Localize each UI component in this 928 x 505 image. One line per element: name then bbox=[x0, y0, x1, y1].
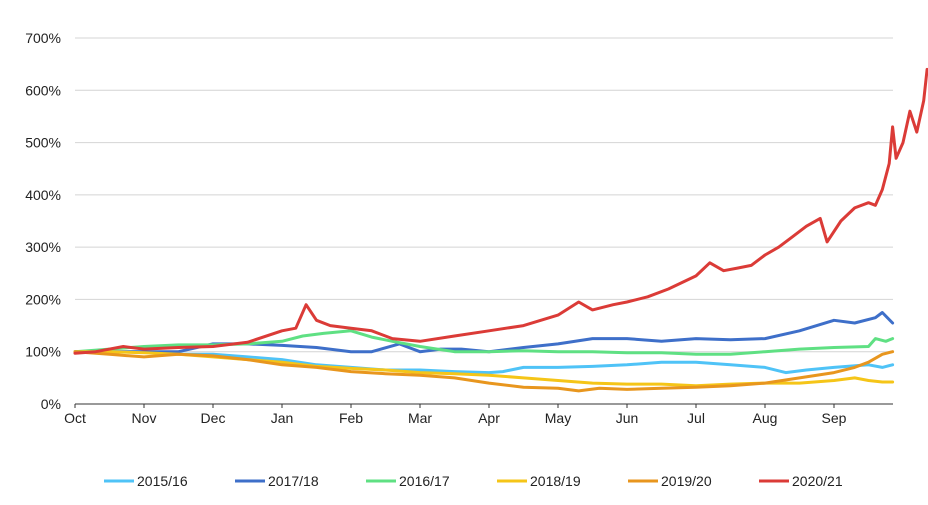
legend-label: 2016/17 bbox=[399, 473, 450, 489]
x-tick-label: Oct bbox=[64, 410, 86, 426]
x-tick-label: Aug bbox=[753, 410, 778, 426]
y-tick-label: 700% bbox=[25, 30, 61, 46]
legend-label: 2017/18 bbox=[268, 473, 319, 489]
legend-label: 2020/21 bbox=[792, 473, 843, 489]
x-tick-label: Dec bbox=[201, 410, 226, 426]
x-tick-label: Apr bbox=[478, 410, 500, 426]
y-tick-label: 600% bbox=[25, 82, 61, 98]
series-lines bbox=[73, 67, 928, 393]
x-tick-label: Jan bbox=[271, 410, 294, 426]
y-tick-label: 400% bbox=[25, 187, 61, 203]
x-tick-label: Jun bbox=[616, 410, 639, 426]
series-line-2015-16 bbox=[73, 350, 895, 375]
y-tick-label: 100% bbox=[25, 344, 61, 360]
legend-label: 2019/20 bbox=[661, 473, 712, 489]
y-axis-tick-labels: 0% 100% 200% 300% 400% 500% 600% 700% bbox=[25, 30, 61, 412]
series-line-2016-17 bbox=[73, 329, 895, 356]
x-tick-label: Feb bbox=[339, 410, 363, 426]
x-axis-tick-labels: Oct Nov Dec Jan Feb Mar Apr May Jun Jul Aug Sep bbox=[64, 404, 847, 426]
series-line-2020-21 bbox=[73, 67, 928, 355]
gridlines bbox=[75, 37, 893, 353]
y-tick-label: 0% bbox=[41, 396, 61, 412]
x-tick-label: Sep bbox=[822, 410, 847, 426]
x-tick-label: Mar bbox=[408, 410, 432, 426]
y-tick-label: 300% bbox=[25, 239, 61, 255]
series-line-2019-20 bbox=[73, 350, 895, 393]
y-tick-label: 200% bbox=[25, 291, 61, 307]
x-tick-label: Nov bbox=[132, 410, 157, 426]
legend-label: 2018/19 bbox=[530, 473, 581, 489]
x-tick-label: May bbox=[545, 410, 571, 426]
y-tick-label: 500% bbox=[25, 135, 61, 151]
legend: 2015/16 2017/18 2016/17 2018/19 2019/20 2020/… bbox=[104, 473, 843, 489]
x-tick-label: Jul bbox=[687, 410, 705, 426]
legend-label: 2015/16 bbox=[137, 473, 188, 489]
